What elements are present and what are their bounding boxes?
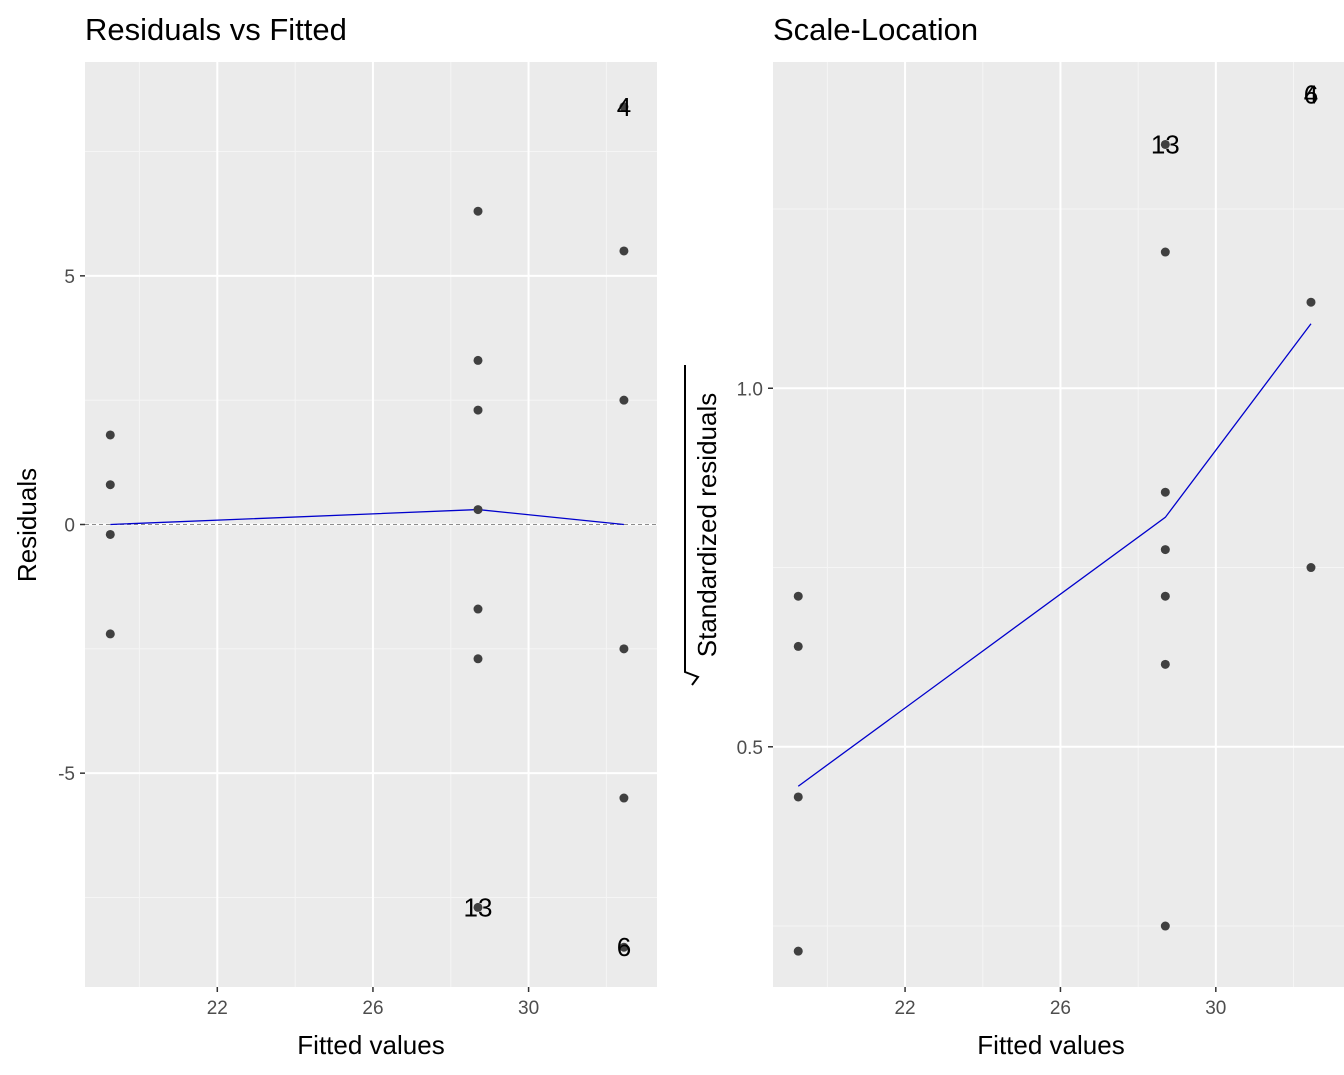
scale-location-point-label: 6 [1304,79,1318,109]
scale-location-y-ticks: 0.5 1.0 [737,379,773,759]
residuals-vs-fitted-data-point [619,793,629,803]
scale-location-plot-area [773,62,1344,987]
scale-location-data-point [793,591,803,601]
residuals-vs-fitted-data-point [619,942,629,952]
scale-location-data-point [1160,545,1170,555]
residuals-vs-fitted-y-tick-label: -5 [58,764,75,785]
residuals-vs-fitted-data-point [473,355,483,365]
scale-location-data-point [1160,139,1170,149]
residuals-vs-fitted-y-axis-title: Residuals [12,468,42,582]
residuals-vs-fitted-data-point [473,654,483,664]
scale-location-panel: Scale-Location 13 64 22 26 30 0.5 1.0 Fitted… [684,12,1344,1060]
scale-location-data-point [1160,921,1170,931]
scale-location-points [793,139,1316,956]
scale-location-y-tick-label: 0.5 [737,738,763,759]
scale-location-data-point [793,792,803,802]
scale-location-smooth-curve [797,323,1312,787]
residuals-vs-fitted-point-label: 4 [617,92,631,122]
residuals-vs-fitted-point-label: 13 [464,892,493,922]
residuals-vs-fitted-point-label: 6 [617,932,631,962]
residuals-vs-fitted-data-point [473,505,483,515]
scale-location-data-point [1160,487,1170,497]
scale-location-point-label: 4 [1304,79,1318,109]
residuals-vs-fitted-data-point [619,395,629,405]
residuals-vs-fitted-x-tick-label: 30 [518,998,539,1019]
sqrt-radical-symbol [684,365,700,686]
residuals-vs-fitted-x-tick-label: 22 [207,998,228,1019]
scale-location-x-tick-label: 30 [1205,998,1226,1019]
residuals-vs-fitted-data-point [105,480,115,490]
scale-location-smooth-line [797,323,1312,787]
scale-location-grid [773,62,1344,987]
residuals-vs-fitted-title: Residuals vs Fitted [85,12,347,47]
residuals-vs-fitted-x-ticks: 22 26 30 [207,987,539,1019]
scale-location-x-tick-label: 22 [894,998,915,1019]
scale-location-x-tick-label: 26 [1050,998,1071,1019]
residuals-vs-fitted-points [105,102,629,952]
residuals-vs-fitted-point-labels: 4 13 6 [464,92,632,962]
scale-location-data-point [1160,247,1170,257]
residuals-vs-fitted-panel: Residuals vs Fitted 4 13 6 22 26 30 -5 0 5 Fit… [12,12,657,1060]
scale-location-data-point [1306,563,1316,573]
residuals-vs-fitted-data-point [105,529,115,539]
residuals-vs-fitted-data-point [619,102,629,112]
scale-location-point-labels: 13 64 [1151,79,1318,159]
scale-location-y-tick-label: 1.0 [737,379,763,400]
scale-location-y-axis-title: Standardized residuals [692,393,722,658]
scale-location-data-point [1306,297,1316,307]
residuals-vs-fitted-y-tick-label: 5 [64,267,75,288]
residuals-vs-fitted-x-tick-label: 26 [362,998,383,1019]
scale-location-data-point [793,946,803,956]
scale-location-data-point [1160,659,1170,669]
residuals-vs-fitted-data-point [473,902,483,912]
scale-location-data-point [793,641,803,651]
residuals-vs-fitted-data-point [619,246,629,256]
residuals-vs-fitted-y-ticks: -5 0 5 [58,267,85,785]
residuals-vs-fitted-data-point [105,629,115,639]
residuals-vs-fitted-y-tick-label: 0 [64,516,75,537]
residuals-vs-fitted-data-point [619,644,629,654]
scale-location-x-ticks: 22 26 30 [894,987,1226,1019]
residuals-vs-fitted-data-point [473,405,483,415]
residuals-vs-fitted-data-point [105,430,115,440]
residuals-vs-fitted-data-point [473,206,483,216]
scale-location-x-axis-title: Fitted values [977,1030,1124,1060]
scale-location-title: Scale-Location [773,12,978,47]
scale-location-data-point [1160,591,1170,601]
scale-location-y-axis-title-group: Standardized residuals [684,365,722,686]
residuals-vs-fitted-data-point [473,604,483,614]
residuals-vs-fitted-x-axis-title: Fitted values [297,1030,444,1060]
scale-location-point-label: 13 [1151,129,1180,159]
